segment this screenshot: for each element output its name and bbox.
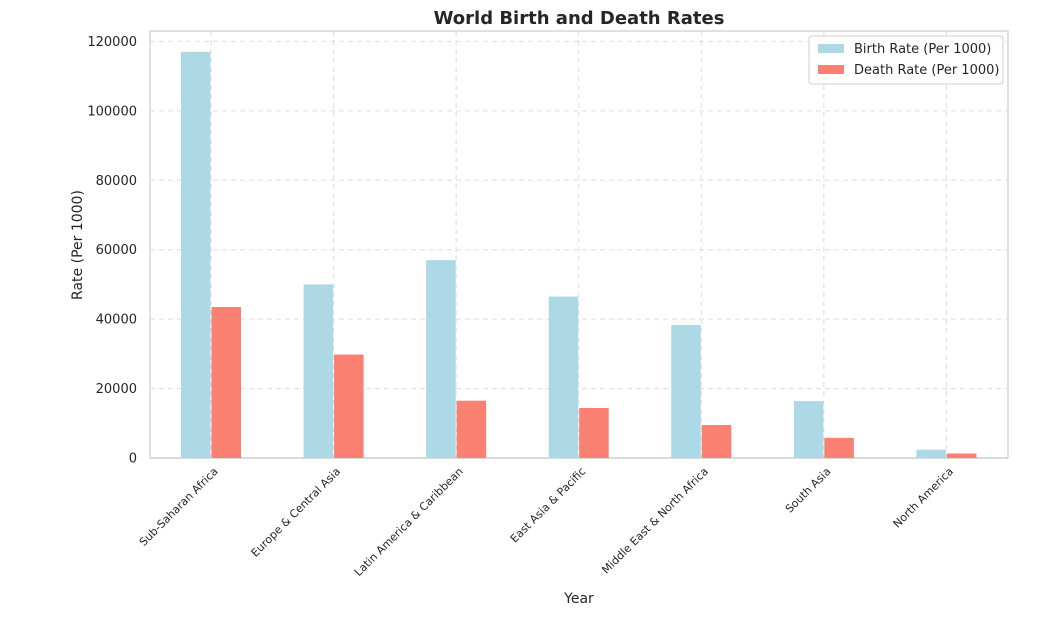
- bar-death-rate: [456, 400, 487, 458]
- x-tick-label: Europe & Central Asia: [249, 465, 344, 560]
- bar-death-rate: [579, 408, 609, 458]
- bar-birth-rate: [181, 51, 211, 458]
- x-axis-label: Year: [563, 591, 594, 607]
- y-tick-label: 40000: [96, 313, 137, 328]
- bar-death-rate: [824, 437, 854, 458]
- chart-title: World Birth and Death Rates: [434, 8, 725, 29]
- bar-birth-rate: [426, 260, 456, 458]
- x-tick-label: Sub-Saharan Africa: [137, 465, 221, 549]
- y-tick-label: 60000: [96, 243, 137, 258]
- x-tick-label: East Asia & Pacific: [508, 465, 588, 545]
- legend-swatch-birth: [818, 44, 844, 53]
- y-tick-label: 0: [129, 452, 137, 467]
- bar-death-rate: [334, 354, 364, 458]
- bar-birth-rate: [916, 449, 946, 458]
- y-axis-ticks: 0 20000 40000 60000 80000 100000 120000: [87, 35, 137, 467]
- bars: [181, 51, 977, 458]
- bar-death-rate: [701, 425, 732, 458]
- bar-birth-rate: [303, 284, 334, 458]
- bar-death-rate: [211, 306, 241, 458]
- legend-box: [808, 35, 1004, 85]
- x-tick-label: North America: [891, 465, 957, 531]
- x-tick-label: South Asia: [783, 465, 834, 516]
- bar-birth-rate: [548, 296, 579, 458]
- legend: Birth Rate (Per 1000) Death Rate (Per 10…: [808, 35, 1004, 85]
- legend-label-birth: Birth Rate (Per 1000): [854, 42, 991, 57]
- bar-birth-rate: [671, 325, 701, 458]
- bar-death-rate: [946, 453, 977, 458]
- y-tick-label: 20000: [96, 382, 137, 397]
- y-axis-label: Rate (Per 1000): [70, 190, 86, 300]
- legend-swatch-death: [818, 65, 844, 74]
- x-tick-label: Middle East & North Africa: [599, 465, 711, 577]
- y-tick-label: 120000: [87, 35, 137, 50]
- legend-label-death: Death Rate (Per 1000): [854, 63, 999, 78]
- x-axis-ticks: Sub-Saharan Africa Europe & Central Asia L…: [137, 465, 956, 579]
- x-tick-label: Latin America & Caribbean: [352, 465, 466, 579]
- bar-birth-rate: [793, 401, 824, 458]
- y-tick-label: 100000: [87, 104, 137, 119]
- y-tick-label: 80000: [96, 174, 137, 189]
